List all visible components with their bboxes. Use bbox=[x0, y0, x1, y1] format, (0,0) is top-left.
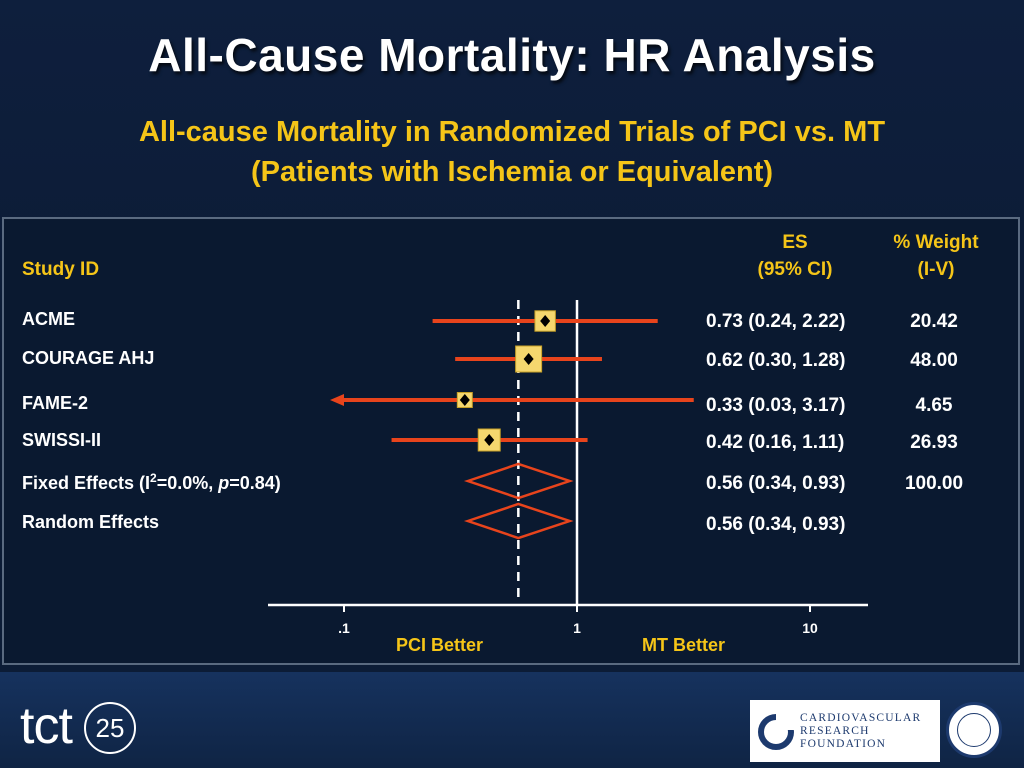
crf-logo-box bbox=[750, 700, 940, 762]
header-weight-line2: (I-V) bbox=[917, 259, 955, 280]
subtitle-line-2: (Patients with Ischemia or Equivalent) bbox=[250, 156, 774, 188]
header-weight-line1: % Weight bbox=[893, 232, 979, 253]
study-label-courage: COURAGE AHJ bbox=[22, 348, 155, 368]
pooled-label-random: Random Effects bbox=[22, 512, 160, 532]
point-estimate-1 bbox=[523, 353, 534, 365]
es-value-random: 0.56 (0.34, 0.93) bbox=[706, 514, 846, 535]
axis-label-mt-better: MT Better bbox=[642, 635, 726, 655]
point-estimate-0 bbox=[540, 315, 551, 327]
seal-inner-ring bbox=[957, 713, 991, 747]
crf-line-2: RESEARCH bbox=[800, 725, 870, 737]
axis-label-pci-better: PCI Better bbox=[396, 635, 484, 655]
fixed-label-suffix: =0.84) bbox=[229, 473, 281, 493]
fixed-label-mid: =0.0%, bbox=[156, 473, 219, 493]
es-value-swissi: 0.42 (0.16, 1.11) bbox=[706, 432, 845, 453]
fixed-label-sup: 2 bbox=[150, 471, 157, 485]
tct-25-number: 25 bbox=[95, 712, 125, 743]
weight-acme: 20.42 bbox=[910, 311, 958, 332]
pooled-diamond-0 bbox=[463, 462, 574, 500]
fixed-label-prefix: Fixed Effects (I bbox=[22, 473, 151, 493]
crf-logo-icon bbox=[758, 714, 794, 750]
weight-fixed: 100.00 bbox=[904, 473, 964, 494]
slide-subtitle: All-cause Mortality in Randomized Trials… bbox=[0, 112, 1024, 192]
study-label-acme: ACME bbox=[22, 309, 75, 329]
subtitle-line-1: All-cause Mortality in Randomized Trials… bbox=[138, 116, 886, 148]
study-label-swissi: SWISSI-II bbox=[22, 430, 102, 450]
es-value-courage: 0.62 (0.30, 1.28) bbox=[706, 350, 846, 371]
x-tick-label-0: .1 bbox=[338, 620, 350, 636]
point-estimate-3 bbox=[484, 434, 495, 446]
weight-fame2: 4.65 bbox=[915, 395, 953, 416]
fixed-label-p: p bbox=[218, 473, 230, 493]
header-study-id: Study ID bbox=[22, 259, 100, 280]
crf-line-3: FOUNDATION bbox=[800, 738, 887, 750]
weight-swissi: 26.93 bbox=[910, 432, 958, 453]
es-value-fame2: 0.33 (0.03, 3.17) bbox=[706, 395, 846, 416]
tct-25-badge: 25 bbox=[84, 702, 136, 754]
x-tick-label-1: 1 bbox=[573, 620, 581, 636]
tct-logo-text: tct bbox=[20, 697, 73, 755]
es-value-fixed: 0.56 (0.34, 0.93) bbox=[706, 473, 846, 494]
college-seal-logo bbox=[946, 702, 1002, 758]
crf-line-1: CARDIOVASCULAR bbox=[800, 712, 922, 724]
weight-box-1 bbox=[515, 345, 543, 373]
pooled-label-fixed: Fixed Effects (I2=0.0%, p=0.84) bbox=[22, 471, 281, 494]
slide-title: All-Cause Mortality: HR Analysis bbox=[148, 29, 876, 81]
pooled-diamond-1 bbox=[463, 502, 574, 540]
header-es-line1: ES bbox=[782, 232, 808, 253]
crf-logo-text: CARDIOVASCULAR RESEARCH FOUNDATION bbox=[800, 712, 921, 751]
x-tick-label-2: 10 bbox=[802, 620, 818, 636]
ci-arrow-2 bbox=[330, 394, 344, 406]
header-es-line2: (95% CI) bbox=[757, 259, 833, 280]
study-label-fame2: FAME-2 bbox=[22, 393, 89, 413]
es-value-acme: 0.73 (0.24, 2.22) bbox=[706, 311, 846, 332]
weight-courage: 48.00 bbox=[910, 350, 958, 371]
point-estimate-2 bbox=[459, 394, 470, 406]
